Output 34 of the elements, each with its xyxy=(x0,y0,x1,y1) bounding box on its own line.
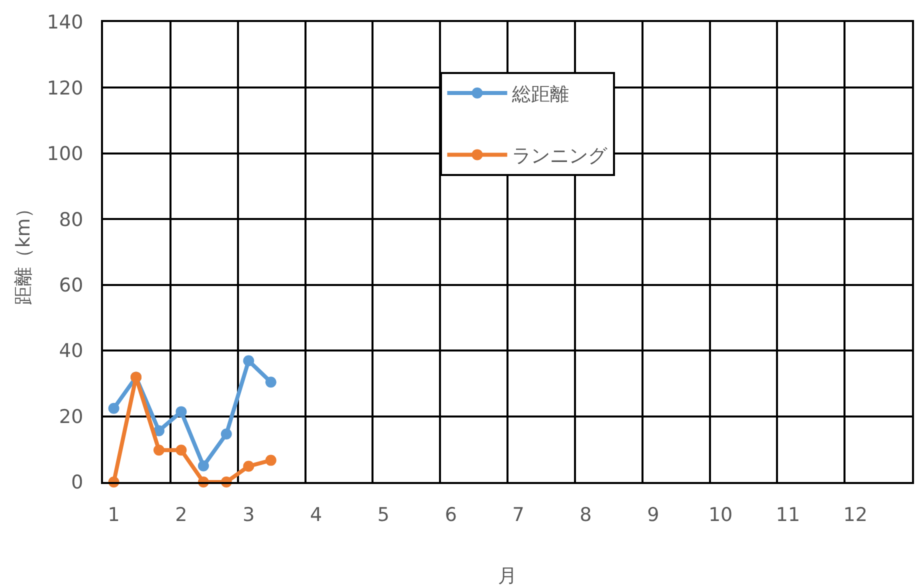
legend-label: ランニング xyxy=(512,145,608,168)
y-tick-label: 40 xyxy=(59,340,84,362)
point xyxy=(265,454,276,466)
x-tick-label: 2 xyxy=(175,504,188,526)
x-axis-title: 月 xyxy=(498,565,517,588)
y-tick-label: 0 xyxy=(71,472,84,494)
x-tick-label: 4 xyxy=(310,504,322,526)
point xyxy=(108,402,120,414)
x-tick-label: 8 xyxy=(580,504,592,526)
point xyxy=(265,376,276,388)
y-tick-label: 140 xyxy=(46,12,84,34)
x-tick-label: 12 xyxy=(843,504,868,526)
x-tick-label: 9 xyxy=(647,504,660,526)
point xyxy=(198,460,209,472)
point xyxy=(243,355,254,366)
y-tick-label: 80 xyxy=(59,208,84,231)
x-tick-label: 5 xyxy=(377,504,390,526)
y-tick-label: 60 xyxy=(59,274,84,297)
y-tick-label: 100 xyxy=(46,143,84,166)
point xyxy=(220,428,232,440)
point xyxy=(153,444,164,456)
y-tick-label: 120 xyxy=(46,77,84,100)
x-tick-label: 1 xyxy=(108,504,120,526)
x-tick-label: 11 xyxy=(776,504,800,526)
x-tick-label: 7 xyxy=(512,504,524,526)
x-tick-label: 6 xyxy=(444,504,457,526)
y-tick-label: 20 xyxy=(59,406,84,428)
y-axis-title: 距離（km） xyxy=(12,199,34,305)
point xyxy=(176,406,187,418)
x-tick-label: 10 xyxy=(708,504,733,526)
x-tick-label: 3 xyxy=(242,504,255,526)
point xyxy=(243,460,254,472)
legend-label: 総距離 xyxy=(511,83,570,106)
point xyxy=(176,444,187,456)
